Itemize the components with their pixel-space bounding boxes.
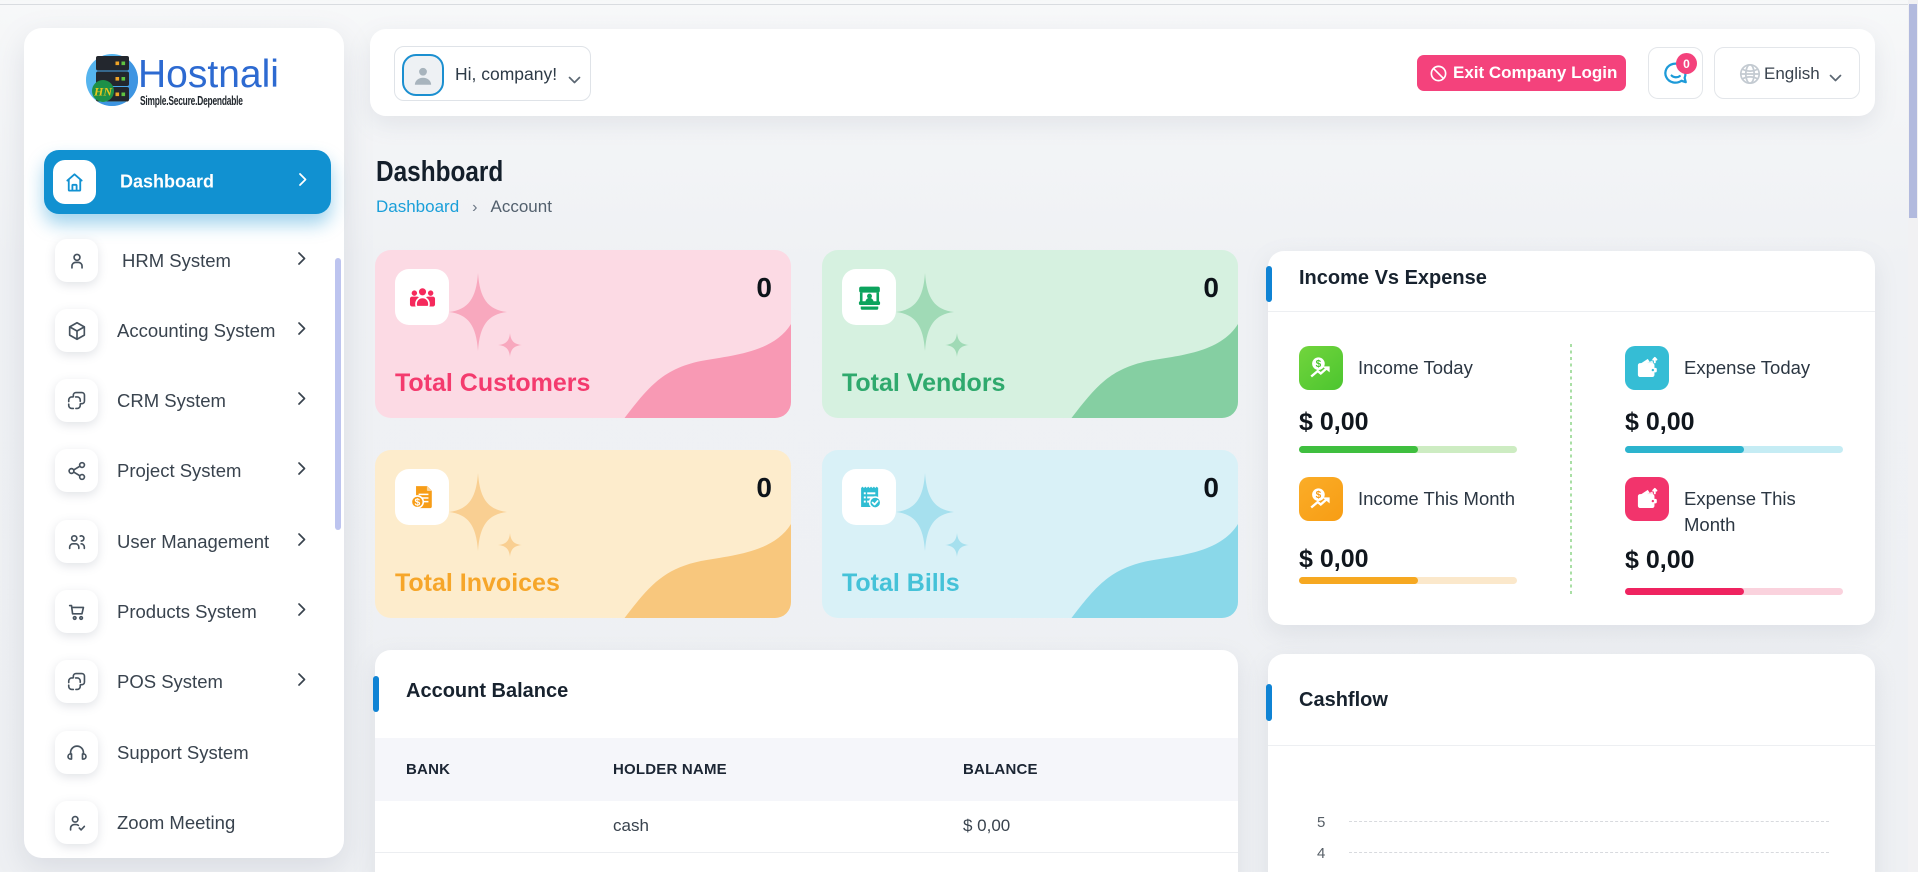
svg-text:$: $ bbox=[1316, 359, 1322, 370]
svg-text:HN: HN bbox=[93, 85, 113, 99]
svg-text:$: $ bbox=[414, 497, 420, 508]
svg-text:$: $ bbox=[1316, 490, 1322, 501]
